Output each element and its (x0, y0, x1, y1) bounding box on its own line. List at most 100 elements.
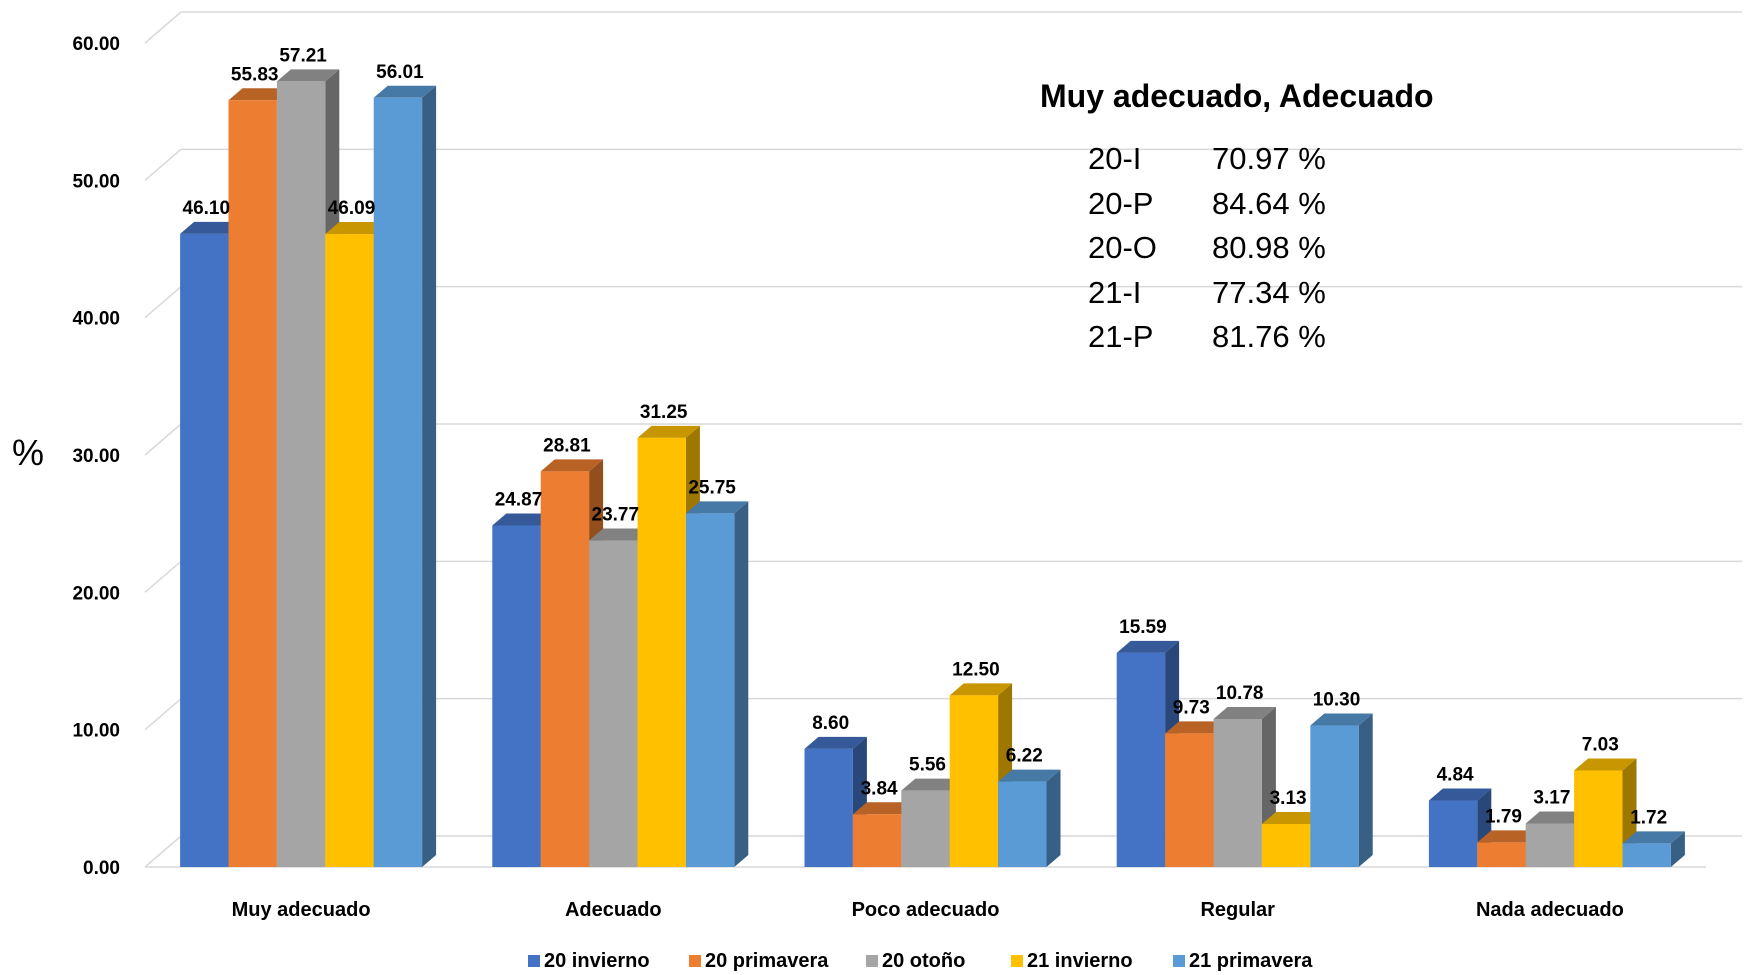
legend-item: 21 invierno (1011, 950, 1133, 972)
y-axis: 0.00 10.00 20.00 30.00 40.00 50.00 60.00% (12, 34, 120, 879)
data-label: 12.50 (952, 659, 1000, 680)
summary-row-label: 20-I (1088, 141, 1142, 176)
bar-top (1116, 640, 1180, 653)
data-label: 1.72 (1630, 807, 1667, 828)
data-label: 23.77 (592, 505, 640, 526)
bar-top (1525, 811, 1589, 824)
bar-top (1428, 788, 1492, 801)
bar (1428, 788, 1492, 867)
bar-top (325, 222, 388, 235)
data-label: 10.30 (1313, 690, 1361, 711)
bar-front (1574, 770, 1623, 867)
bar (685, 501, 749, 867)
bar-front (1261, 824, 1311, 867)
y-tick-label: 10.00 (72, 721, 120, 742)
bar-front (637, 437, 686, 867)
legend-item: 21 primavera (1173, 950, 1313, 972)
data-label: 46.09 (328, 198, 376, 219)
bar-top (852, 802, 916, 815)
bar-top (492, 513, 555, 526)
bar-top (901, 778, 964, 791)
summary-row-label: 20-P (1088, 185, 1154, 221)
legend-item: 20 invierno (528, 950, 650, 972)
bar-side (1358, 713, 1373, 867)
data-label: 9.73 (1173, 697, 1210, 718)
bar (1310, 713, 1373, 867)
summary-row-label: 21-P (1088, 319, 1154, 354)
y-tick-label: 0.00 (83, 858, 120, 879)
bar-front (492, 525, 541, 867)
bar-side (1670, 831, 1685, 867)
data-label: 4.84 (1437, 765, 1474, 786)
data-label: 56.01 (376, 62, 424, 83)
bar-front (852, 814, 902, 867)
data-label: 6.22 (1006, 746, 1043, 767)
data-label: 1.79 (1485, 806, 1522, 827)
y-tick-label: 50.00 (72, 171, 120, 192)
data-label: 46.10 (183, 198, 231, 219)
gridline-side (144, 423, 182, 456)
bar-front (276, 81, 326, 868)
bar (998, 769, 1061, 867)
data-label: 31.25 (640, 402, 688, 423)
x-tick-label: Adecuado (565, 899, 662, 921)
bar-top (804, 736, 867, 749)
data-label: 3.84 (861, 778, 898, 799)
bar-front (901, 790, 950, 867)
y-tick-label: 60.00 (72, 34, 120, 55)
y-tick-label: 30.00 (72, 446, 120, 467)
bar-front (589, 540, 638, 867)
data-label: 3.17 (1533, 787, 1570, 808)
legend-swatch (866, 955, 878, 967)
data-label: 57.21 (279, 45, 327, 66)
bar-front (804, 748, 853, 867)
bar-top (949, 683, 1013, 696)
bar-front (1477, 842, 1526, 867)
summary-title: Muy adecuado, Adecuado (1040, 78, 1434, 114)
bar-top (589, 528, 652, 541)
data-label: 28.81 (543, 435, 591, 456)
bar-top (1622, 831, 1685, 844)
bar-top (637, 425, 700, 438)
legend-label: 20 primavera (705, 950, 829, 972)
bar-front (373, 97, 423, 867)
bar-front (1116, 652, 1166, 867)
x-tick-label: Regular (1200, 899, 1275, 921)
summary-row-value: 77.34 % (1212, 274, 1326, 310)
bar-front (1165, 733, 1214, 867)
data-label: 5.56 (909, 755, 946, 776)
summary-row-value: 84.64 % (1212, 185, 1326, 221)
bar-side (734, 501, 749, 867)
gridline-side (144, 835, 182, 868)
legend: 20 invierno 20 primavera 20 otoño 21 invier… (528, 950, 1313, 972)
data-label: 24.87 (495, 489, 543, 510)
bar-front (685, 513, 735, 867)
bar-front (325, 234, 374, 868)
y-axis-label: % (12, 432, 44, 473)
bar-top (276, 69, 340, 82)
bar (373, 85, 437, 867)
data-label: 55.83 (231, 64, 279, 85)
gridline-side (144, 11, 182, 44)
legend-item: 20 primavera (689, 950, 829, 972)
data-label: 3.13 (1270, 788, 1307, 809)
summary-row-label: 21-I (1088, 274, 1142, 310)
legend-label: 20 otoño (882, 950, 965, 972)
legend-swatch (689, 955, 701, 967)
gridline-side (144, 148, 182, 181)
summary-row: 21-I 77.34 % (1088, 275, 1560, 320)
x-tick-label: Nada adecuado (1476, 899, 1624, 921)
legend-item: 20 otoño (866, 950, 965, 972)
bar-top (1310, 713, 1373, 726)
legend-label: 21 primavera (1189, 950, 1313, 972)
bar-top (180, 221, 243, 234)
gridline-side (144, 698, 182, 731)
legend-label: 21 invierno (1027, 950, 1133, 972)
data-label: 10.78 (1216, 683, 1264, 704)
bar-top (1261, 812, 1325, 825)
data-label: 25.75 (688, 477, 736, 498)
bar-side (1046, 769, 1061, 867)
bar-front (1622, 843, 1671, 867)
